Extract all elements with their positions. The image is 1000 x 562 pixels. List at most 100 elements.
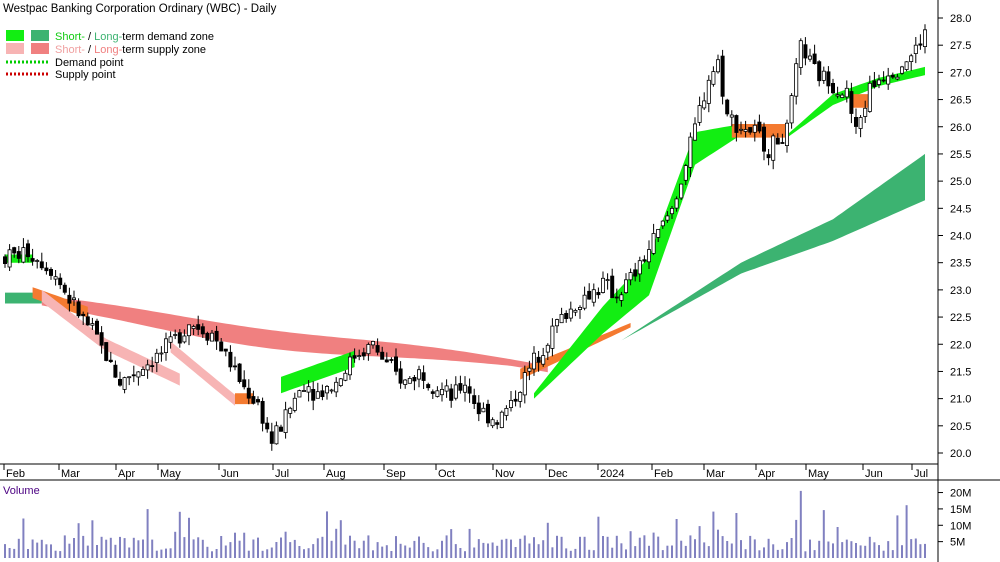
candle-body: [357, 355, 362, 358]
volume-bar: [353, 540, 356, 558]
candle-body: [739, 128, 744, 131]
volume-bar: [818, 540, 821, 558]
volume-bar: [482, 542, 485, 558]
y-tick-label: 27.0: [950, 67, 971, 79]
candle-body: [251, 396, 256, 404]
candle-body: [651, 233, 656, 254]
volume-bar: [776, 549, 779, 558]
long-term-demand-zone: [621, 153, 925, 341]
candle-body: [633, 269, 638, 277]
volume-bar: [257, 537, 259, 558]
legend-long-supply-swatch: [31, 43, 49, 54]
candle-body: [113, 364, 118, 378]
candle-body: [324, 385, 329, 394]
candle-body: [536, 356, 541, 363]
candle-body: [127, 376, 132, 379]
candle-body: [30, 258, 35, 262]
volume-bar: [77, 523, 80, 558]
x-tick-label: Aug: [326, 468, 346, 480]
candle-body: [881, 79, 886, 82]
volume-bar: [786, 542, 788, 558]
volume-bar: [270, 547, 273, 558]
candle-body: [495, 422, 500, 425]
candle-body: [913, 44, 918, 55]
volume-bar: [873, 542, 876, 558]
candle-body: [771, 135, 776, 161]
candle-body: [352, 355, 357, 359]
volume-bar: [362, 540, 365, 558]
candle-body: [384, 359, 389, 363]
candle-body: [430, 391, 435, 394]
candle-body: [449, 388, 454, 401]
volume-bar: [298, 546, 301, 558]
volume-bar: [50, 544, 52, 558]
volume-bar: [238, 540, 241, 558]
zone-layer: [5, 66, 925, 406]
volume-bar: [344, 544, 347, 558]
volume-bar: [169, 548, 172, 558]
candle-body: [808, 55, 813, 60]
candle-body: [398, 368, 403, 384]
volume-bar: [634, 546, 637, 558]
legend-demand-point-label: Demand point: [55, 57, 124, 69]
volume-bar: [473, 547, 476, 558]
candle-body: [39, 261, 44, 269]
volume-bar: [27, 549, 29, 558]
volume-bar: [132, 537, 135, 558]
y-tick-label: 24.0: [950, 231, 971, 243]
candle-body: [564, 312, 569, 319]
legend: Short- / Long-term demand zone Short- / …: [6, 30, 214, 81]
x-tick-label: Apr: [758, 468, 775, 480]
candle-body: [237, 363, 242, 383]
volume-bar: [758, 550, 761, 558]
volume-tick-label: 5M: [950, 537, 965, 549]
volume-bar: [707, 546, 710, 558]
volume-bar: [533, 537, 535, 558]
volume-bar: [620, 543, 623, 558]
volume-bar: [224, 545, 227, 558]
volume-bar: [684, 545, 687, 558]
volume-bar: [155, 550, 158, 558]
volume-bar: [694, 539, 696, 558]
volume-bar: [615, 535, 618, 558]
volume-bar: [201, 539, 204, 558]
candle-body: [835, 94, 840, 97]
candle-body: [255, 399, 260, 403]
x-tick-label: Feb: [6, 468, 25, 480]
volume-bar: [464, 551, 466, 558]
candle-body: [196, 324, 201, 330]
legend-demand-sep: /: [85, 31, 94, 43]
candle-body: [412, 376, 417, 382]
y-tick-label: 20.5: [950, 421, 971, 433]
x-tick-label: Feb: [654, 468, 673, 480]
volume-bar: [13, 548, 16, 558]
candle-body: [435, 390, 440, 397]
volume-bar: [381, 546, 384, 558]
x-tick-label: Oct: [438, 468, 455, 480]
legend-short-supply-swatch: [6, 43, 24, 54]
x-tick-label: May: [160, 468, 181, 480]
candle-body: [209, 332, 214, 342]
candle-body: [159, 352, 164, 355]
volume-bar: [229, 542, 232, 558]
legend-supply-short-label: Short-: [55, 44, 85, 56]
candle-body: [426, 384, 431, 389]
candle-body: [877, 79, 882, 85]
volume-bar: [100, 536, 103, 558]
candle-body: [99, 332, 104, 346]
volume-bar: [40, 539, 43, 558]
volume-bar: [399, 543, 402, 558]
candle-body: [522, 372, 527, 396]
volume-bar: [574, 548, 577, 558]
volume-bar: [891, 550, 894, 558]
volume-bar: [643, 535, 646, 558]
volume-bar: [105, 539, 108, 558]
volume-bar: [31, 539, 34, 558]
volume-bar: [569, 550, 572, 558]
candle-body: [780, 142, 785, 144]
candle-body: [306, 386, 311, 393]
volume-bar: [151, 539, 154, 558]
volume-bar: [744, 549, 747, 558]
volume-bar: [137, 540, 140, 558]
